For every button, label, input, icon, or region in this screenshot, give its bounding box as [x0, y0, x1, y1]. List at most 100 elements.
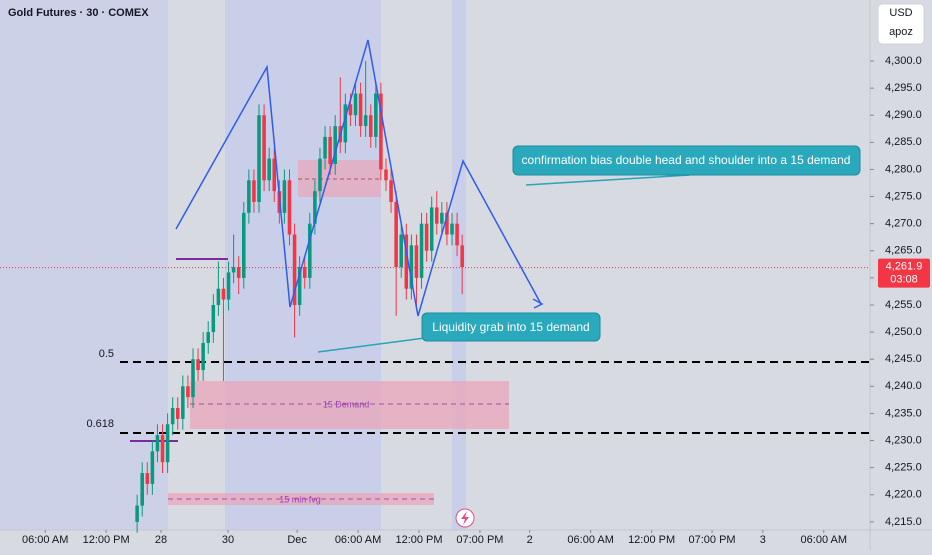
y-tick-label: 4,250.0	[885, 326, 922, 338]
event-icon-bolt	[461, 511, 469, 525]
candle-body	[409, 245, 414, 289]
candle-body	[419, 223, 424, 278]
y-tick-label: 4,275.0	[885, 190, 922, 202]
price-tag-value: 4,261.9	[886, 260, 923, 272]
y-tick-label: 4,285.0	[885, 136, 922, 148]
candle-body	[455, 223, 459, 246]
candle-body	[313, 191, 317, 224]
candle-body	[333, 126, 337, 165]
fvg-zone	[168, 493, 434, 505]
candle-body	[242, 212, 246, 278]
price-tag-countdown: 03:08	[890, 273, 918, 285]
candle-body	[323, 136, 327, 159]
candle-body	[252, 180, 256, 202]
candle-body	[257, 115, 261, 202]
candle-body	[226, 272, 231, 300]
candle-body	[384, 169, 388, 181]
zone-label: 15 Demand	[323, 399, 370, 409]
candle-body	[348, 104, 353, 116]
x-tick-label: 30	[222, 534, 234, 546]
callout-box	[512, 145, 861, 176]
candle-body	[175, 408, 180, 419]
x-tick-label: 12:00 PM	[628, 534, 675, 546]
zone-label: 15 min fvg	[279, 494, 321, 504]
candle-body	[170, 408, 175, 425]
candle-body	[429, 207, 434, 251]
y-tick-label: 4,255.0	[885, 299, 922, 311]
candle-body	[343, 104, 348, 143]
fib-label: 0.5	[99, 348, 114, 360]
candle-body	[236, 267, 241, 278]
candle-body	[145, 473, 150, 484]
y-tick-label: 4,290.0	[885, 109, 922, 121]
y-tick-label: 4,245.0	[885, 353, 922, 365]
candle-body	[196, 359, 200, 371]
callout-box	[421, 312, 601, 342]
candle-body	[450, 223, 454, 235]
x-tick-label: Dec	[287, 534, 307, 546]
candle-body	[262, 115, 266, 181]
x-tick-label: 3	[760, 534, 766, 546]
chart-title: Gold Futures · 30 · COMEX	[8, 7, 149, 19]
candle-body	[328, 136, 332, 165]
callout-pointer	[525, 174, 691, 186]
x-tick-label: 06:00 AM	[801, 534, 847, 546]
candle-body	[404, 234, 409, 289]
y-tick-label: 4,215.0	[885, 516, 922, 528]
candle-body	[160, 435, 165, 463]
candle-body	[460, 245, 464, 268]
candle-body	[201, 342, 205, 371]
candle-body	[292, 234, 297, 305]
y-tick-label: 4,295.0	[885, 82, 922, 94]
candle-body	[135, 505, 139, 522]
candle-body	[216, 288, 221, 305]
candle-body	[424, 223, 429, 251]
candle-body	[302, 267, 307, 278]
arrow-head	[532, 298, 544, 309]
candle-body	[358, 93, 363, 127]
currency-box[interactable]	[877, 3, 925, 45]
candle-body	[231, 267, 236, 273]
candle-body	[287, 180, 292, 235]
x-tick-label: 06:00 AM	[22, 534, 68, 546]
currency: USD	[889, 7, 912, 19]
candle-body	[435, 207, 439, 224]
candle-body	[247, 180, 251, 213]
candle-body	[414, 245, 419, 278]
candle-body	[191, 359, 195, 398]
price-tag	[878, 258, 930, 288]
candle-body	[267, 158, 271, 181]
candle-body	[363, 115, 368, 127]
y-tick-label: 4,265.0	[885, 245, 922, 257]
user: apoz	[889, 26, 913, 38]
demand-zone	[190, 381, 509, 429]
candle-body	[368, 115, 373, 137]
candle-body	[211, 304, 216, 333]
candle-body	[181, 386, 185, 419]
candle-body	[297, 267, 302, 305]
candle-body	[221, 288, 226, 300]
x-tick-label: 06:00 AM	[335, 534, 381, 546]
candle-body	[272, 158, 277, 192]
y-tick-label: 4,235.0	[885, 407, 922, 419]
y-tick-label: 4,300.0	[885, 55, 922, 67]
candle-body	[318, 158, 322, 192]
candle-body	[389, 180, 393, 202]
candle-body	[308, 223, 312, 278]
y-tick-label: 4,270.0	[885, 218, 922, 230]
candle-body	[206, 332, 211, 343]
x-tick-label: 07:00 PM	[456, 534, 503, 546]
x-tick-label: 12:00 PM	[395, 534, 442, 546]
y-tick-label: 4,240.0	[885, 380, 922, 392]
x-tick-label: 2	[527, 534, 533, 546]
x-tick-label: 07:00 PM	[689, 534, 736, 546]
callout-text: Liquidity grab into 15 demand	[432, 320, 589, 334]
candle-body	[374, 93, 378, 137]
candle-body	[353, 93, 358, 116]
candle-body	[186, 386, 190, 398]
x-tick-label: 12:00 PM	[83, 534, 130, 546]
callout-text: confirmation bias double head and should…	[522, 153, 851, 167]
supply-zone	[298, 160, 381, 197]
candle-body	[445, 212, 449, 235]
candle-body	[150, 451, 155, 484]
